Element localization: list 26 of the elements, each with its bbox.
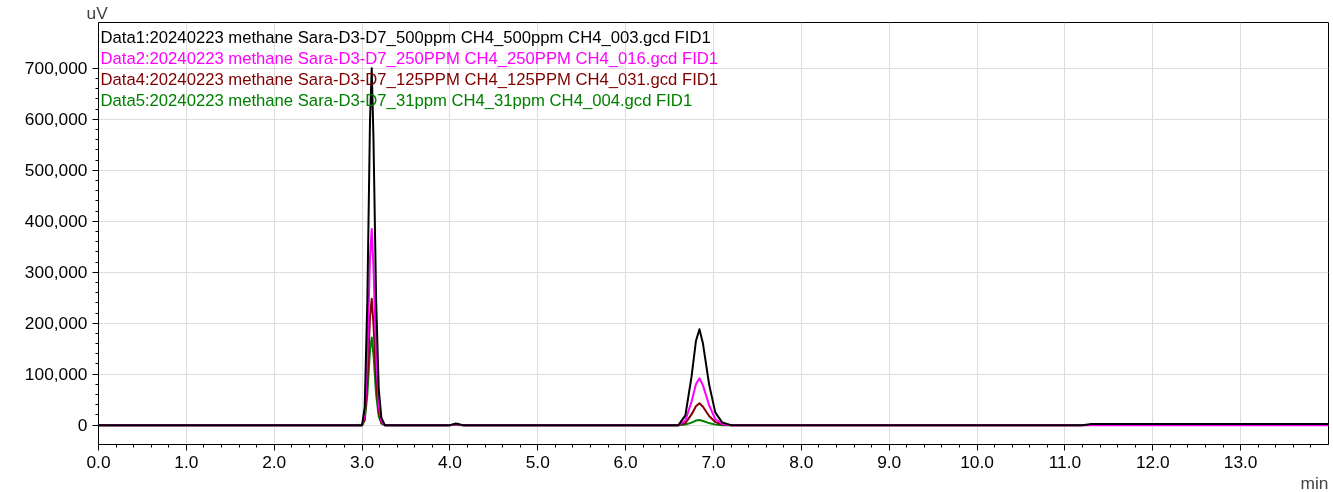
x-tick-label: 5.0 <box>525 451 550 472</box>
x-tick-label: 10.0 <box>960 451 994 472</box>
x-tick-label: 11.0 <box>1048 451 1082 472</box>
x-tick-label: 13.0 <box>1223 451 1258 472</box>
x-tick-label: 12.0 <box>1135 451 1170 472</box>
y-tick-label: 100,000 <box>24 364 88 385</box>
y-tick-label: 0 <box>77 415 88 436</box>
x-tick-label: 9.0 <box>877 451 902 472</box>
text: Data1:20240223 methane Sara-D3-D7_500ppm CH4_500ppm CH4_003.gcd FID1 <box>100 27 711 47</box>
x-tick-label: 2.0 <box>262 451 287 472</box>
y-tick-label: 400,000 <box>24 211 88 232</box>
x-tick-label: 1.0 <box>174 451 199 472</box>
y-tick-label: 600,000 <box>24 109 88 130</box>
x-tick-label: 3.0 <box>350 451 375 472</box>
y-tick-label: 700,000 <box>24 58 88 79</box>
x-tick-label: 8.0 <box>789 451 814 472</box>
y-tick-label: 300,000 <box>24 262 88 283</box>
x-tick-label: 0.0 <box>86 451 111 472</box>
y-axis-title: uV <box>86 2 109 23</box>
x-tick-label: 4.0 <box>437 451 462 472</box>
x-tick-label: 6.0 <box>613 451 638 472</box>
y-tick-label: 500,000 <box>24 160 88 181</box>
y-tick-label: 200,000 <box>24 313 88 334</box>
x-axis-title: min <box>1300 472 1329 492</box>
x-tick-label: 7.0 <box>701 451 726 472</box>
text: Data2:20240223 methane Sara-D3-D7_250PPM CH4_250PPM CH4_016.gcd FID1 <box>100 48 719 68</box>
